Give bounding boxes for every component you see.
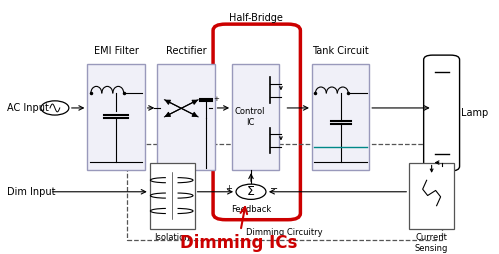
Circle shape bbox=[41, 101, 69, 115]
Text: Isolation: Isolation bbox=[154, 233, 190, 242]
Text: +: + bbox=[225, 184, 232, 193]
Text: AC Input: AC Input bbox=[7, 103, 49, 113]
Text: Control
IC: Control IC bbox=[235, 107, 265, 126]
Text: Feedback: Feedback bbox=[231, 205, 271, 214]
Bar bbox=[409, 163, 454, 229]
Text: $\Sigma$: $\Sigma$ bbox=[247, 185, 255, 198]
Bar bbox=[150, 163, 195, 229]
Text: Dimming ICs: Dimming ICs bbox=[180, 207, 297, 252]
Text: Dimming Circuitry: Dimming Circuitry bbox=[246, 228, 323, 237]
Bar bbox=[87, 64, 145, 170]
Text: Half-Bridge: Half-Bridge bbox=[229, 13, 282, 23]
Text: Tank Circuit: Tank Circuit bbox=[312, 46, 369, 56]
Text: Current
Sensing: Current Sensing bbox=[415, 233, 448, 252]
Text: Rectifier: Rectifier bbox=[166, 46, 206, 56]
Text: EMI Filter: EMI Filter bbox=[94, 46, 138, 56]
Text: Lamp: Lamp bbox=[461, 108, 488, 118]
Circle shape bbox=[236, 184, 266, 199]
Text: −: − bbox=[270, 184, 278, 194]
Bar bbox=[157, 64, 215, 170]
Bar bbox=[232, 64, 279, 170]
Text: Dim Input: Dim Input bbox=[7, 187, 56, 197]
Bar bbox=[312, 64, 369, 170]
FancyBboxPatch shape bbox=[424, 55, 460, 171]
Bar bbox=[127, 144, 442, 240]
Text: +: + bbox=[214, 96, 220, 102]
